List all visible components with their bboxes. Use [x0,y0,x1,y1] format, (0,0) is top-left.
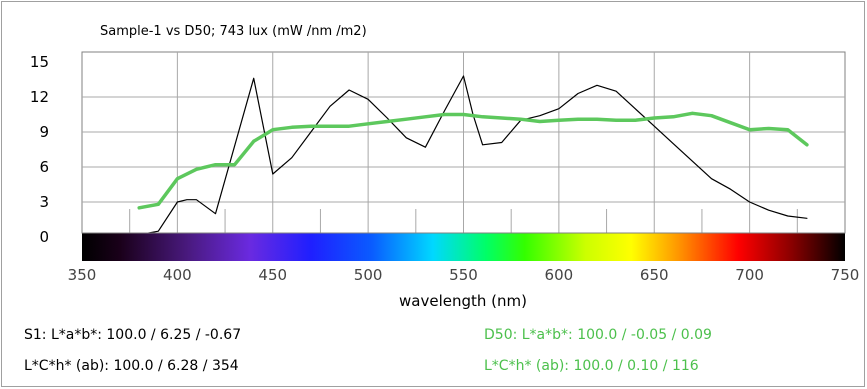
x-tick-label: 350 [68,266,97,284]
y-tick-label: 15 [30,53,49,71]
y-axis: 0 3 6 9 12 15 [30,53,49,246]
y-tick-label: 9 [39,123,49,141]
y-tick-label: 12 [30,88,49,106]
s1-lab-readout: S1: L*a*b*: 100.0 / 6.25 / -0.67 [24,327,242,343]
x-tick-label: 550 [449,266,478,284]
x-tick-label: 750 [831,266,860,284]
spectrum-bar [82,233,845,261]
x-axis: 350 400 450 500 550 600 650 700 750 [68,266,860,284]
d50-lab-readout: D50: L*a*b*: 100.0 / -0.05 / 0.09 [484,327,712,343]
x-tick-label: 500 [354,266,383,284]
y-tick-label: 6 [39,158,49,176]
x-tick-label: 400 [163,266,192,284]
s1-lch-readout: L*C*h* (ab): 100.0 / 6.28 / 354 [24,358,239,374]
chart-title: Sample-1 vs D50; 743 lux (mW /nm /m2) [100,24,367,39]
y-tick-label: 3 [39,193,49,211]
x-tick-label: 450 [258,266,287,284]
series-line-d50 [137,111,809,210]
x-tick-label: 700 [735,266,764,284]
x-tick-label: 650 [640,266,669,284]
y-tick-label: 0 [39,228,49,246]
d50-lch-readout: L*C*h* (ab): 100.0 / 0.10 / 116 [484,358,699,374]
grid [82,52,845,233]
series [137,75,809,236]
x-tick-label: 600 [545,266,574,284]
x-axis-label: wavelength (nm) [399,292,527,310]
